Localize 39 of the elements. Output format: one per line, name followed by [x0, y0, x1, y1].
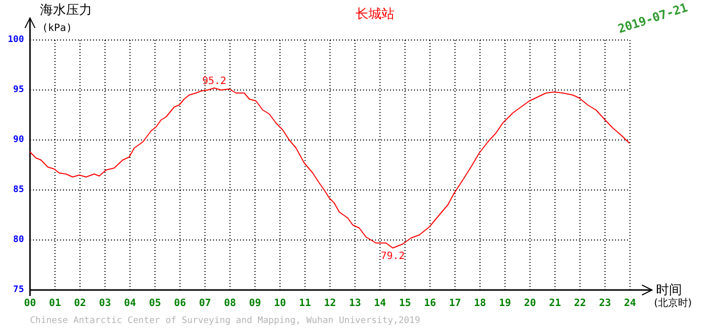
chart-title: 长城站: [356, 7, 394, 22]
x-tick-label: 05: [148, 298, 162, 309]
y-tick-label: 95: [13, 85, 24, 95]
x-tick-label: 11: [298, 298, 312, 309]
x-axis-title: 时间: [656, 283, 682, 298]
y-axis-title: 海水压力: [40, 3, 92, 18]
x-tick-label: 06: [174, 298, 186, 309]
x-tick-label: 09: [248, 298, 262, 309]
x-tick-label: 08: [224, 298, 236, 309]
annotation: 79.2: [380, 251, 405, 262]
x-tick-label: 14: [374, 298, 386, 309]
text: Chinese Antarctic Center of Surveying and Mapping, Wuhan University,2019: [30, 316, 420, 326]
x-tick-label: 20: [524, 298, 536, 309]
y-tick-label: 75: [13, 285, 24, 295]
x-tick-label: 23: [598, 298, 612, 309]
x-tick-label: 24: [624, 298, 636, 309]
y-tick-label: 85: [13, 185, 24, 195]
x-tick-label: 10: [274, 298, 286, 309]
x-tick-label: 22: [574, 298, 586, 309]
text: (kPa): [42, 23, 72, 34]
x-tick-label: 00: [24, 298, 36, 309]
x-tick-label: 15: [398, 298, 412, 309]
x-tick-label: 01: [48, 298, 62, 309]
x-tick-label: 07: [198, 298, 212, 309]
x-tick-label: 19: [498, 298, 512, 309]
x-tick-label: 12: [324, 298, 336, 309]
x-tick-label: 13: [348, 298, 362, 309]
y-tick-label: 80: [13, 235, 24, 245]
x-tick-label: 03: [98, 298, 112, 309]
y-tick-label: 100: [8, 35, 24, 45]
x-tick-label: 21: [548, 298, 562, 309]
x-tick-label: 18: [474, 298, 486, 309]
x-tick-label: 04: [124, 298, 136, 309]
x-tick-label: 16: [424, 298, 436, 309]
y-tick-label: 90: [13, 135, 24, 145]
x-tick-label: 02: [74, 298, 86, 309]
text: (北京时): [654, 297, 692, 309]
annotation: 95.2: [202, 76, 226, 87]
x-tick-label: 17: [448, 298, 462, 309]
